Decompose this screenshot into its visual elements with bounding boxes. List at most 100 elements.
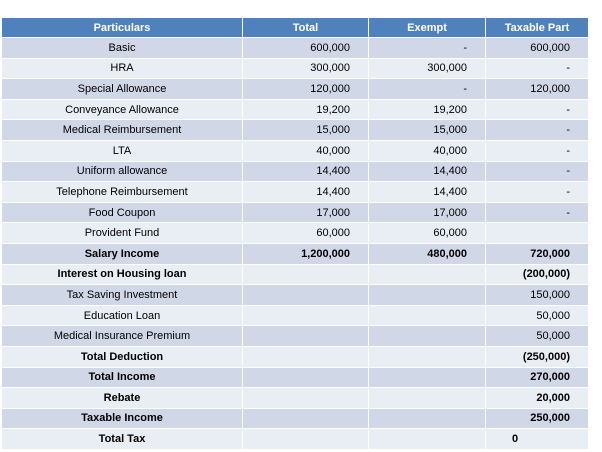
cell: 120,000: [485, 78, 589, 100]
cell: 600,000: [242, 37, 369, 59]
cell: 17,000: [242, 201, 369, 224]
cell: -: [485, 139, 589, 162]
row-label: Medical Insurance Premium: [1, 325, 243, 347]
row-label: Special Allowance: [1, 78, 243, 100]
cell: [368, 407, 486, 430]
table-row: Special Allowance 120,000-120,000: [1, 78, 589, 100]
cell: 300,000: [242, 57, 369, 80]
cell: [368, 387, 486, 409]
cell: 17,000: [368, 201, 486, 224]
cell: 270,000: [485, 366, 589, 389]
header-row: Particulars Total Exempt Taxable Part: [1, 17, 589, 38]
row-label: Basic: [1, 37, 243, 59]
cell: [368, 325, 486, 347]
row-label: Interest on Housing loan: [1, 263, 243, 286]
row-label: Salary Income: [1, 242, 243, 265]
table-row: Conveyance Allowance 19,200 19,200-: [1, 98, 589, 121]
table-body: Basic 600,000-600,000 HRA 300,000 300,000- Sp…: [1, 37, 589, 450]
cell: [242, 345, 369, 368]
cell: 19,200: [242, 98, 369, 121]
row-label: Education Loan: [1, 304, 243, 327]
cell: 50,000: [485, 304, 589, 327]
cell: 15,000: [242, 119, 369, 141]
cell: 14,400: [242, 181, 369, 203]
cell: 720,000: [485, 242, 589, 265]
cell: [368, 304, 486, 327]
cell: 480,000: [368, 242, 486, 265]
table-row: Salary Income 1,200,000 480,000 720,000: [1, 242, 589, 265]
cell: [485, 222, 589, 244]
cell: -: [485, 181, 589, 203]
cell: -: [485, 160, 589, 183]
cell: [242, 407, 369, 430]
cell: (250,000): [485, 345, 589, 368]
cell: 60,000: [242, 222, 369, 244]
cell: [368, 428, 486, 450]
table-row: LTA 40,000 40,000-: [1, 139, 589, 162]
header-cell: Total: [242, 17, 369, 38]
table-row: Provident Fund 60,000 60,000: [1, 222, 589, 244]
row-label: HRA: [1, 57, 243, 80]
row-label: Food Coupon: [1, 201, 243, 224]
table-row: Total Tax 0: [1, 428, 589, 450]
cell: [368, 284, 486, 306]
cell: 120,000: [242, 78, 369, 100]
cell: [242, 304, 369, 327]
cell: 20,000: [485, 387, 589, 409]
table-row: HRA 300,000 300,000-: [1, 57, 589, 80]
cell: -: [485, 201, 589, 224]
cell: 40,000: [242, 139, 369, 162]
cell: 50,000: [485, 325, 589, 347]
cell: -: [485, 98, 589, 121]
table-row: Interest on Housing loan (200,000): [1, 263, 589, 286]
cell: [242, 284, 369, 306]
cell: [242, 366, 369, 389]
table-row: Taxable Income 250,000: [1, 407, 589, 430]
cell: 250,000: [485, 407, 589, 430]
table-row: Rebate 20,000: [1, 387, 589, 409]
cell: 600,000: [485, 37, 589, 59]
table-row: Tax Saving Investment 150,000: [1, 284, 589, 306]
cell: 14,400: [368, 160, 486, 183]
table-row: Medical Insurance Premium 50,000: [1, 325, 589, 347]
row-label: LTA: [1, 139, 243, 162]
table-row: Telephone Reimbursement 14,400 14,400-: [1, 181, 589, 203]
cell: [368, 263, 486, 286]
table-row: Total Deduction (250,000): [1, 345, 589, 368]
row-label: Telephone Reimbursement: [1, 181, 243, 203]
cell: 60,000: [368, 222, 486, 244]
row-label: Uniform allowance: [1, 160, 243, 183]
cell: -: [368, 37, 486, 59]
row-label: Medical Reimbursement: [1, 119, 243, 141]
cell: 150,000: [485, 284, 589, 306]
row-label: Total Tax: [1, 428, 243, 450]
row-label: Taxable Income: [1, 407, 243, 430]
cell: -: [368, 78, 486, 100]
cell: [242, 387, 369, 409]
row-label: Provident Fund: [1, 222, 243, 244]
cell: -: [485, 119, 589, 141]
row-label: Conveyance Allowance: [1, 98, 243, 121]
cell: 300,000: [368, 57, 486, 80]
table-row: Food Coupon 17,000 17,000-: [1, 201, 589, 224]
row-label: Tax Saving Investment: [1, 284, 243, 306]
cell: 14,400: [368, 181, 486, 203]
cell: [242, 263, 369, 286]
cell: 0: [485, 428, 589, 450]
tax-table: Particulars Total Exempt Taxable Part Basic…: [1, 17, 589, 450]
header-cell: Exempt: [368, 17, 486, 38]
row-label: Rebate: [1, 387, 243, 409]
row-label: Total Income: [1, 366, 243, 389]
cell: 19,200: [368, 98, 486, 121]
cell: [242, 428, 369, 450]
table-row: Uniform allowance 14,400 14,400-: [1, 160, 589, 183]
header-cell: Particulars: [1, 17, 243, 38]
cell: [242, 325, 369, 347]
row-label: Total Deduction: [1, 345, 243, 368]
table-row: Basic 600,000-600,000: [1, 37, 589, 59]
header-cell: Taxable Part: [485, 17, 589, 38]
cell: [368, 366, 486, 389]
table-row: Medical Reimbursement 15,000 15,000-: [1, 119, 589, 141]
cell: -: [485, 57, 589, 80]
